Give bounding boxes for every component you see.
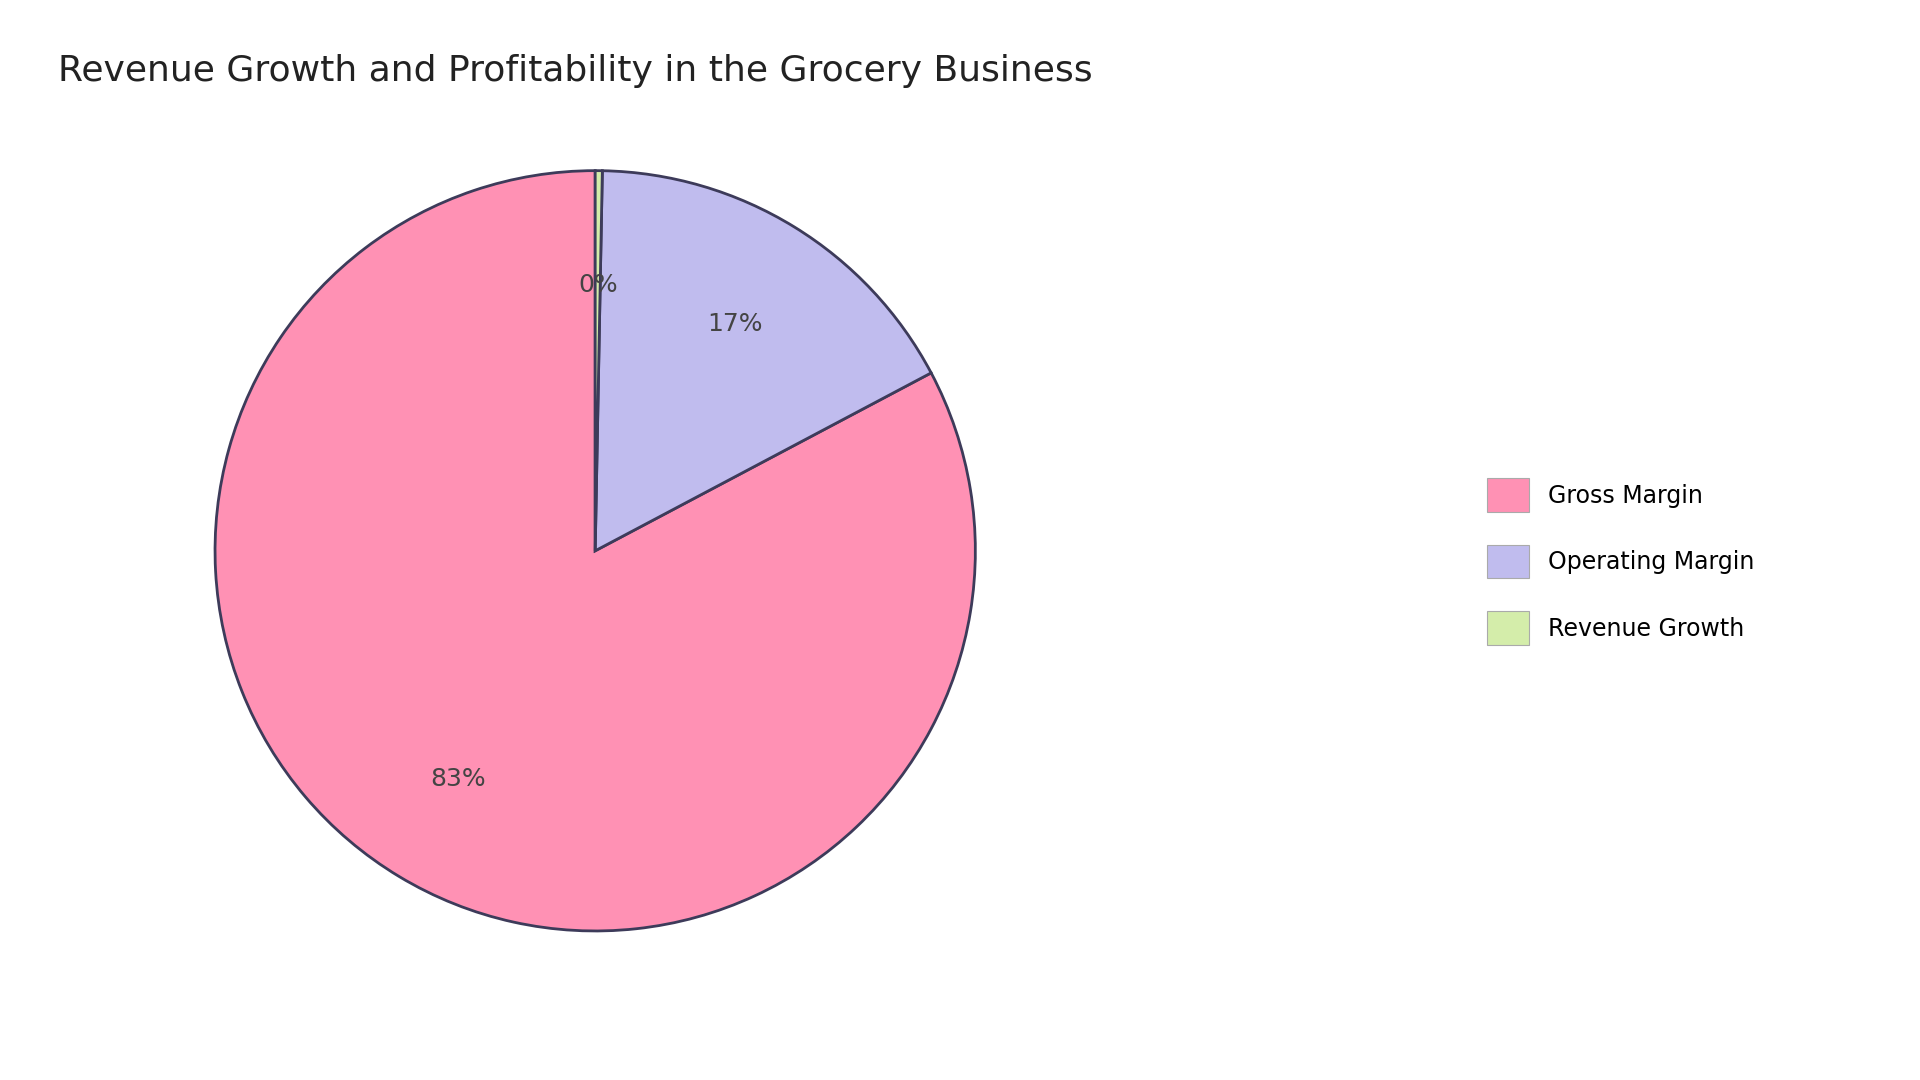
Text: 0%: 0% — [578, 272, 618, 297]
Wedge shape — [595, 171, 931, 551]
Text: Revenue Growth and Profitability in the Grocery Business: Revenue Growth and Profitability in the … — [58, 54, 1092, 87]
Text: 83%: 83% — [430, 767, 486, 791]
Wedge shape — [595, 171, 603, 551]
Text: 17%: 17% — [707, 312, 762, 336]
Wedge shape — [215, 171, 975, 931]
Legend: Gross Margin, Operating Margin, Revenue Growth: Gross Margin, Operating Margin, Revenue … — [1486, 478, 1755, 645]
